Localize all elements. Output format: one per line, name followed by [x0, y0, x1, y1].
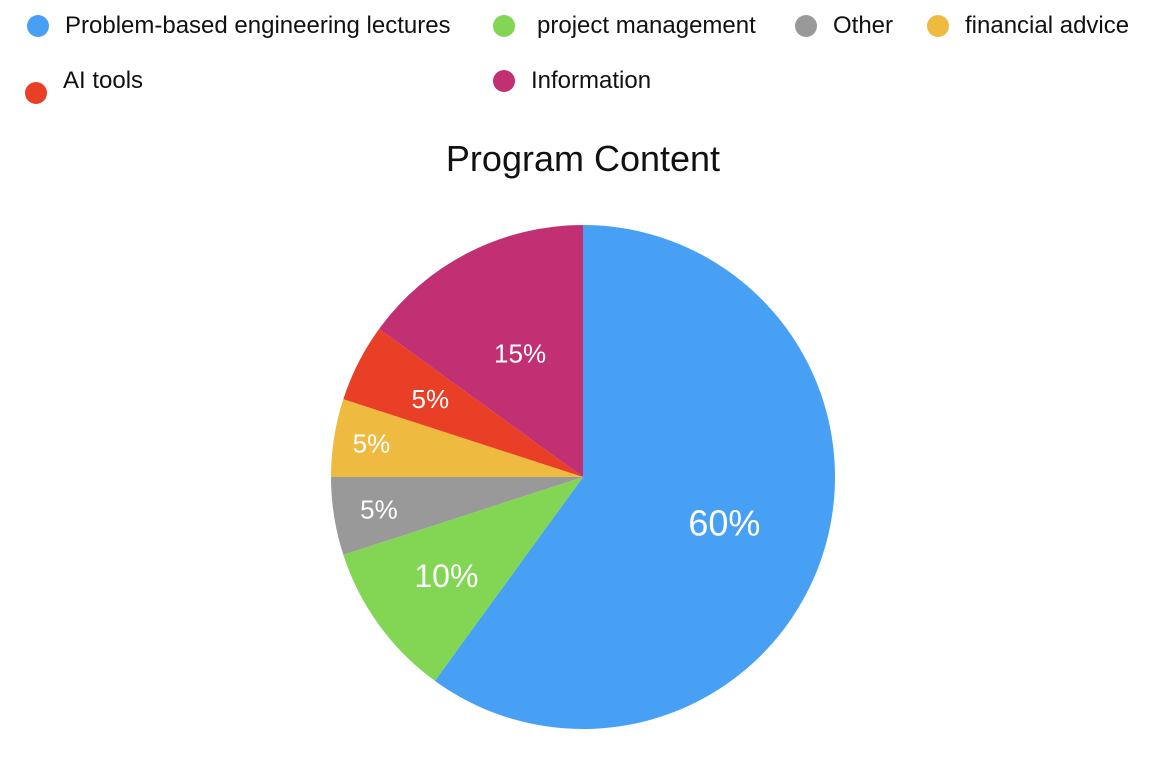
pie-label-financial-advice: 5%: [353, 428, 391, 458]
pie-slice-ai-tools: [343, 328, 583, 477]
pie-slice-problem-based-engineering-lectures: [434, 225, 836, 729]
pie-slice-other: [331, 477, 583, 555]
legend-swatch-information: [493, 70, 515, 92]
legend-swatch-problem-based-engineering-lectures: [27, 15, 49, 37]
legend-label-information: Information: [531, 67, 652, 94]
legend-label-other: Other: [833, 12, 894, 39]
pie-label-ai-tools: 5%: [412, 384, 450, 414]
legend-item-financial-advice: financial advice: [927, 11, 1129, 41]
legend-swatch-ai-tools: [25, 82, 47, 104]
legend-label-project-management: project management: [537, 12, 756, 39]
legend-swatch-project-management: [493, 15, 515, 37]
legend-label-problem-based-engineering-lectures: Problem-based engineering lectures: [65, 12, 451, 39]
pie-slice-information: [379, 225, 583, 477]
legend-item-project-management: project management: [493, 11, 756, 41]
legend-label-ai-tools: AI tools: [63, 67, 144, 94]
pie-slice-financial-advice: [331, 399, 583, 477]
legend-item-other: Other: [795, 11, 893, 41]
pie-label-problem-based-engineering-lectures: 60%: [688, 502, 760, 543]
legend-swatch-financial-advice: [927, 15, 949, 37]
legend-item-information: Information: [493, 66, 651, 96]
legend-item-problem-based-engineering-lectures: Problem-based engineering lectures: [27, 11, 451, 41]
pie-label-information: 15%: [494, 339, 546, 369]
pie-label-project-management: 10%: [414, 558, 478, 594]
pie-label-other: 5%: [360, 494, 398, 524]
legend-swatch-other: [795, 15, 817, 37]
chart-title: Program Content: [445, 138, 721, 179]
legend-label-financial-advice: financial advice: [965, 12, 1130, 39]
pie-slice-project-management: [343, 477, 583, 681]
legend-item-ai-tools: AI tools: [25, 66, 144, 104]
